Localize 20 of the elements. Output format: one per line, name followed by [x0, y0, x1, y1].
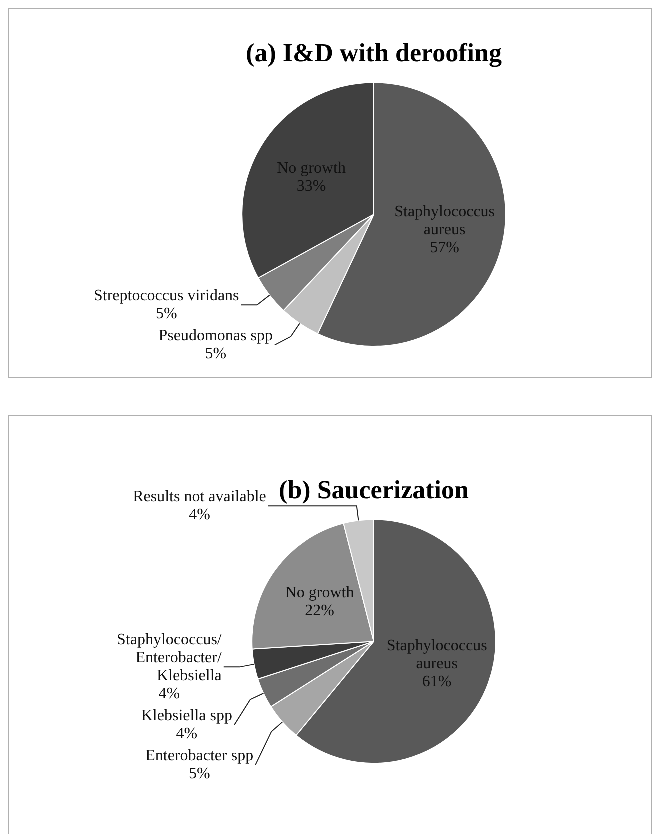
data-label: 4%: [189, 506, 210, 524]
chart-title: (b) Saucerization: [279, 475, 470, 504]
slice-label: No growth: [285, 584, 354, 602]
data-label: 5%: [188, 765, 210, 782]
data-label: 5%: [205, 345, 227, 362]
slice-label: Enterobacter spp: [146, 747, 254, 764]
slice-label: Klebsiella spp: [141, 707, 232, 724]
slice-label: Staphylococcus aureus: [386, 638, 488, 673]
data-label: 4%: [176, 725, 198, 742]
data-label: 4%: [158, 685, 180, 702]
slice-label: Streptococcus viridans: [94, 287, 240, 304]
slice-label: Staphylococcus aureus: [394, 204, 496, 239]
slice-label: Pseudomonas spp: [158, 327, 273, 344]
data-label: 61%: [422, 674, 452, 691]
data-label: 5%: [156, 305, 178, 322]
slice-label: Results not available: [133, 488, 266, 506]
slice-label: Staphylococcus/Enterobacter/Klebsiella: [117, 631, 222, 684]
chart-title: (a) I&D with deroofing: [246, 38, 502, 68]
data-label: 57%: [430, 240, 460, 257]
data-label: 22%: [305, 602, 334, 620]
